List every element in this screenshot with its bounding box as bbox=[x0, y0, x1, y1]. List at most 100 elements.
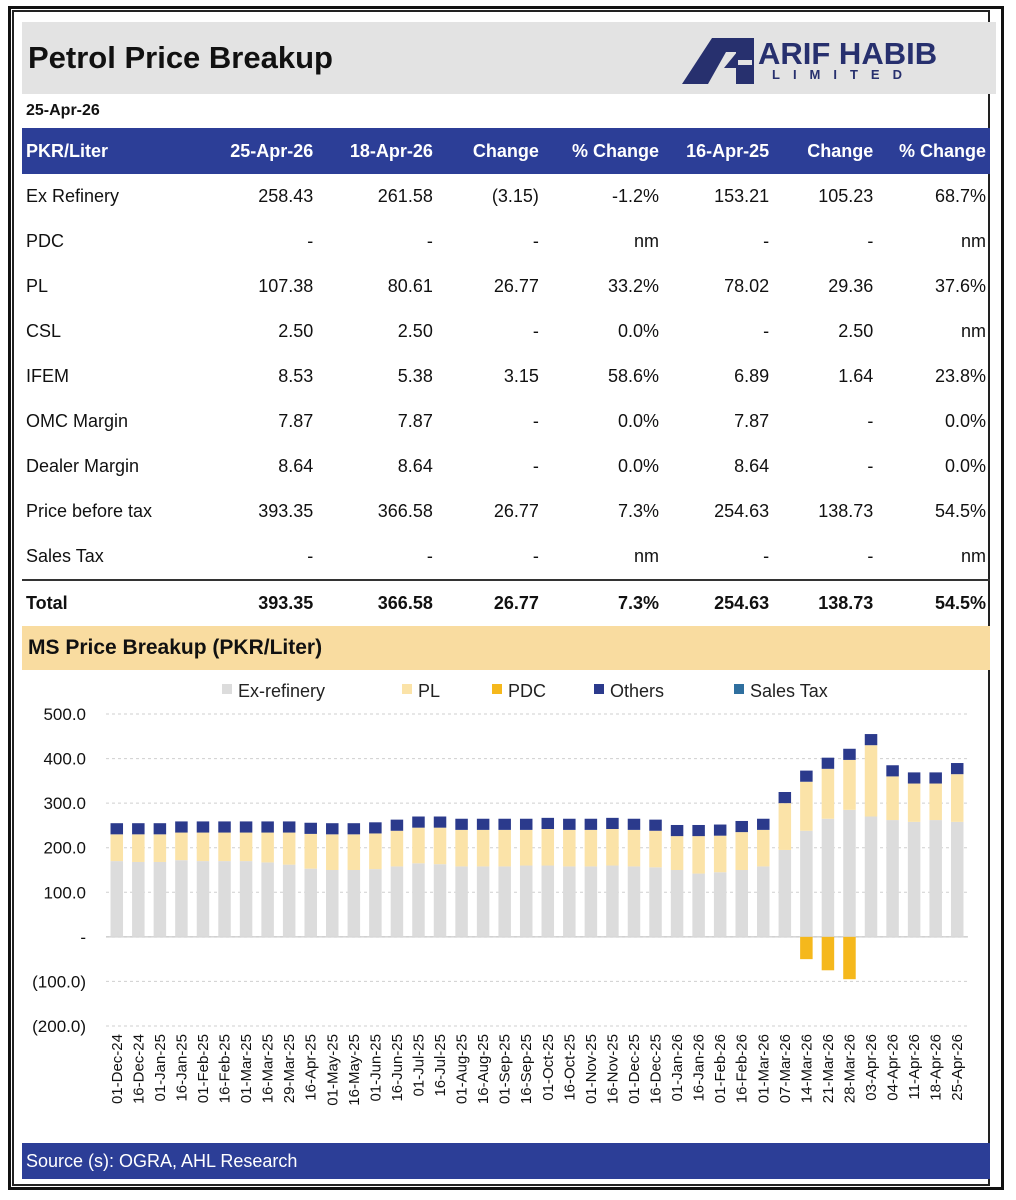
column-header: 25-Apr-26 bbox=[202, 128, 318, 174]
bar-segment bbox=[950, 763, 964, 775]
x-tick-label: 01-Jan-25 bbox=[152, 1034, 169, 1102]
bar-segment bbox=[175, 821, 188, 833]
bar-segment bbox=[864, 734, 878, 746]
bar-segment bbox=[886, 765, 899, 777]
bar-segment bbox=[132, 861, 145, 937]
bar-segment bbox=[153, 834, 167, 862]
bar-segment bbox=[692, 873, 705, 937]
bar-segment bbox=[239, 832, 253, 862]
bar-segment bbox=[132, 823, 145, 835]
table-cell: - bbox=[532, 321, 539, 341]
bar-segment bbox=[800, 936, 813, 960]
bar-segment bbox=[455, 866, 468, 937]
bar-segment bbox=[843, 748, 856, 760]
bar-segment bbox=[670, 870, 684, 937]
x-tick-label: 16-Feb-25 bbox=[217, 1034, 234, 1103]
table-cell: - bbox=[867, 411, 874, 431]
table-cell: 78.02 bbox=[724, 276, 770, 296]
total-cell: 26.77 bbox=[436, 579, 543, 626]
table-cell: - bbox=[532, 456, 539, 476]
bar-segment bbox=[498, 818, 511, 830]
bar-segment bbox=[282, 864, 296, 937]
x-tick-label: 07-Mar-26 bbox=[777, 1034, 794, 1103]
legend-swatch bbox=[222, 684, 232, 694]
table-cell: 7.87 bbox=[278, 411, 314, 431]
bar-segment bbox=[713, 824, 727, 836]
bar-segment bbox=[390, 819, 404, 831]
bar-segment bbox=[326, 834, 339, 870]
bar-segment bbox=[821, 768, 835, 819]
bar-segment bbox=[369, 833, 382, 870]
table-cell: - bbox=[867, 546, 874, 566]
bar-segment bbox=[821, 936, 835, 971]
legend-label: PL bbox=[418, 681, 440, 701]
bar-segment bbox=[886, 776, 899, 821]
bar-segment bbox=[735, 832, 748, 870]
bar-segment bbox=[110, 834, 124, 862]
bar-segment bbox=[929, 820, 942, 937]
bar-segment bbox=[950, 774, 964, 822]
bar-segment bbox=[563, 866, 576, 937]
table-cell: 54.5% bbox=[934, 501, 986, 521]
bar-segment bbox=[800, 830, 813, 937]
bar-segment bbox=[476, 866, 490, 937]
legend-label: Sales Tax bbox=[750, 681, 828, 701]
table-cell: 7.3% bbox=[618, 501, 660, 521]
table-cell: 0.0% bbox=[944, 456, 986, 476]
table-cell: 2.50 bbox=[278, 321, 314, 341]
bar-segment bbox=[153, 823, 167, 835]
row-label: IFEM bbox=[26, 366, 69, 386]
bar-segment bbox=[800, 781, 813, 831]
bar-segment bbox=[347, 834, 361, 870]
bar-segment bbox=[821, 757, 835, 769]
table-row: Dealer Margin 8.64 8.64 - 0.0% 8.64 - 0.0% bbox=[22, 444, 990, 489]
table-cell: 8.64 bbox=[278, 456, 314, 476]
bar-segment bbox=[412, 827, 425, 864]
x-tick-label: 29-Mar-25 bbox=[281, 1034, 298, 1103]
bar-segment bbox=[412, 863, 425, 937]
x-tick-label: 01-Feb-26 bbox=[712, 1034, 729, 1103]
bar-segment bbox=[627, 829, 641, 867]
y-tick-label: (200.0) bbox=[32, 1017, 86, 1036]
x-tick-label: 01-Dec-24 bbox=[109, 1034, 126, 1104]
bar-segment bbox=[412, 816, 425, 828]
bar-segment bbox=[821, 818, 835, 937]
bar-segment bbox=[455, 829, 468, 867]
x-tick-label: 16-May-25 bbox=[346, 1034, 363, 1106]
table-cell: 0.0% bbox=[618, 321, 660, 341]
bar-segment bbox=[519, 865, 533, 937]
bar-segment bbox=[433, 827, 447, 865]
bar-segment bbox=[649, 867, 662, 937]
bar-segment bbox=[282, 821, 296, 833]
bar-segment bbox=[196, 832, 210, 862]
column-header: 16-Apr-25 bbox=[663, 128, 774, 174]
table-cell: 80.61 bbox=[387, 276, 433, 296]
bar-segment bbox=[713, 872, 727, 937]
outer-frame bbox=[8, 6, 1004, 1190]
bar-segment bbox=[196, 861, 210, 937]
table-cell: - bbox=[763, 321, 770, 341]
table-cell: - bbox=[867, 231, 874, 251]
x-tick-label: 01-Dec-25 bbox=[626, 1034, 643, 1104]
table-cell: (3.15) bbox=[491, 186, 539, 206]
bar-segment bbox=[261, 832, 274, 863]
bar-segment bbox=[907, 821, 921, 937]
table-cell: - bbox=[426, 546, 433, 566]
bar-segment bbox=[347, 823, 361, 835]
x-tick-label: 21-Mar-26 bbox=[820, 1034, 837, 1103]
table-row: OMC Margin 7.87 7.87 - 0.0% 7.87 - 0.0% bbox=[22, 399, 990, 444]
row-label: PDC bbox=[26, 231, 65, 251]
bar-segment bbox=[433, 816, 447, 828]
bar-segment bbox=[476, 818, 490, 830]
table-cell: 1.64 bbox=[838, 366, 874, 386]
table-cell: 258.43 bbox=[258, 186, 314, 206]
chart-title: MS Price Breakup (PKR/Liter) bbox=[28, 636, 323, 659]
bar-segment bbox=[153, 861, 167, 937]
table-header-row: PKR/Liter 25-Apr-26 18-Apr-26 Change % C… bbox=[22, 128, 990, 174]
bar-segment bbox=[606, 817, 619, 829]
bar-segment bbox=[563, 818, 576, 830]
bar-segment bbox=[261, 862, 274, 937]
bar-segment bbox=[735, 870, 748, 937]
y-tick-label: 500.0 bbox=[43, 705, 86, 724]
table-cell: 393.35 bbox=[258, 501, 314, 521]
